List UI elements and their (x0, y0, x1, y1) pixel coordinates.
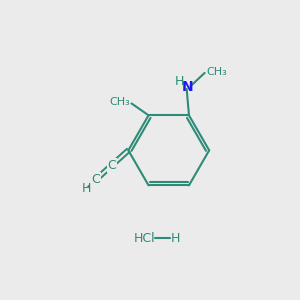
Text: H: H (171, 232, 180, 244)
Text: H: H (82, 182, 91, 195)
Text: N: N (182, 80, 194, 94)
Text: C: C (91, 173, 100, 186)
Text: CH₃: CH₃ (206, 68, 227, 77)
Text: C: C (108, 158, 116, 172)
Text: HCl: HCl (134, 232, 155, 244)
Text: CH₃: CH₃ (110, 97, 130, 107)
Text: H: H (174, 75, 184, 88)
